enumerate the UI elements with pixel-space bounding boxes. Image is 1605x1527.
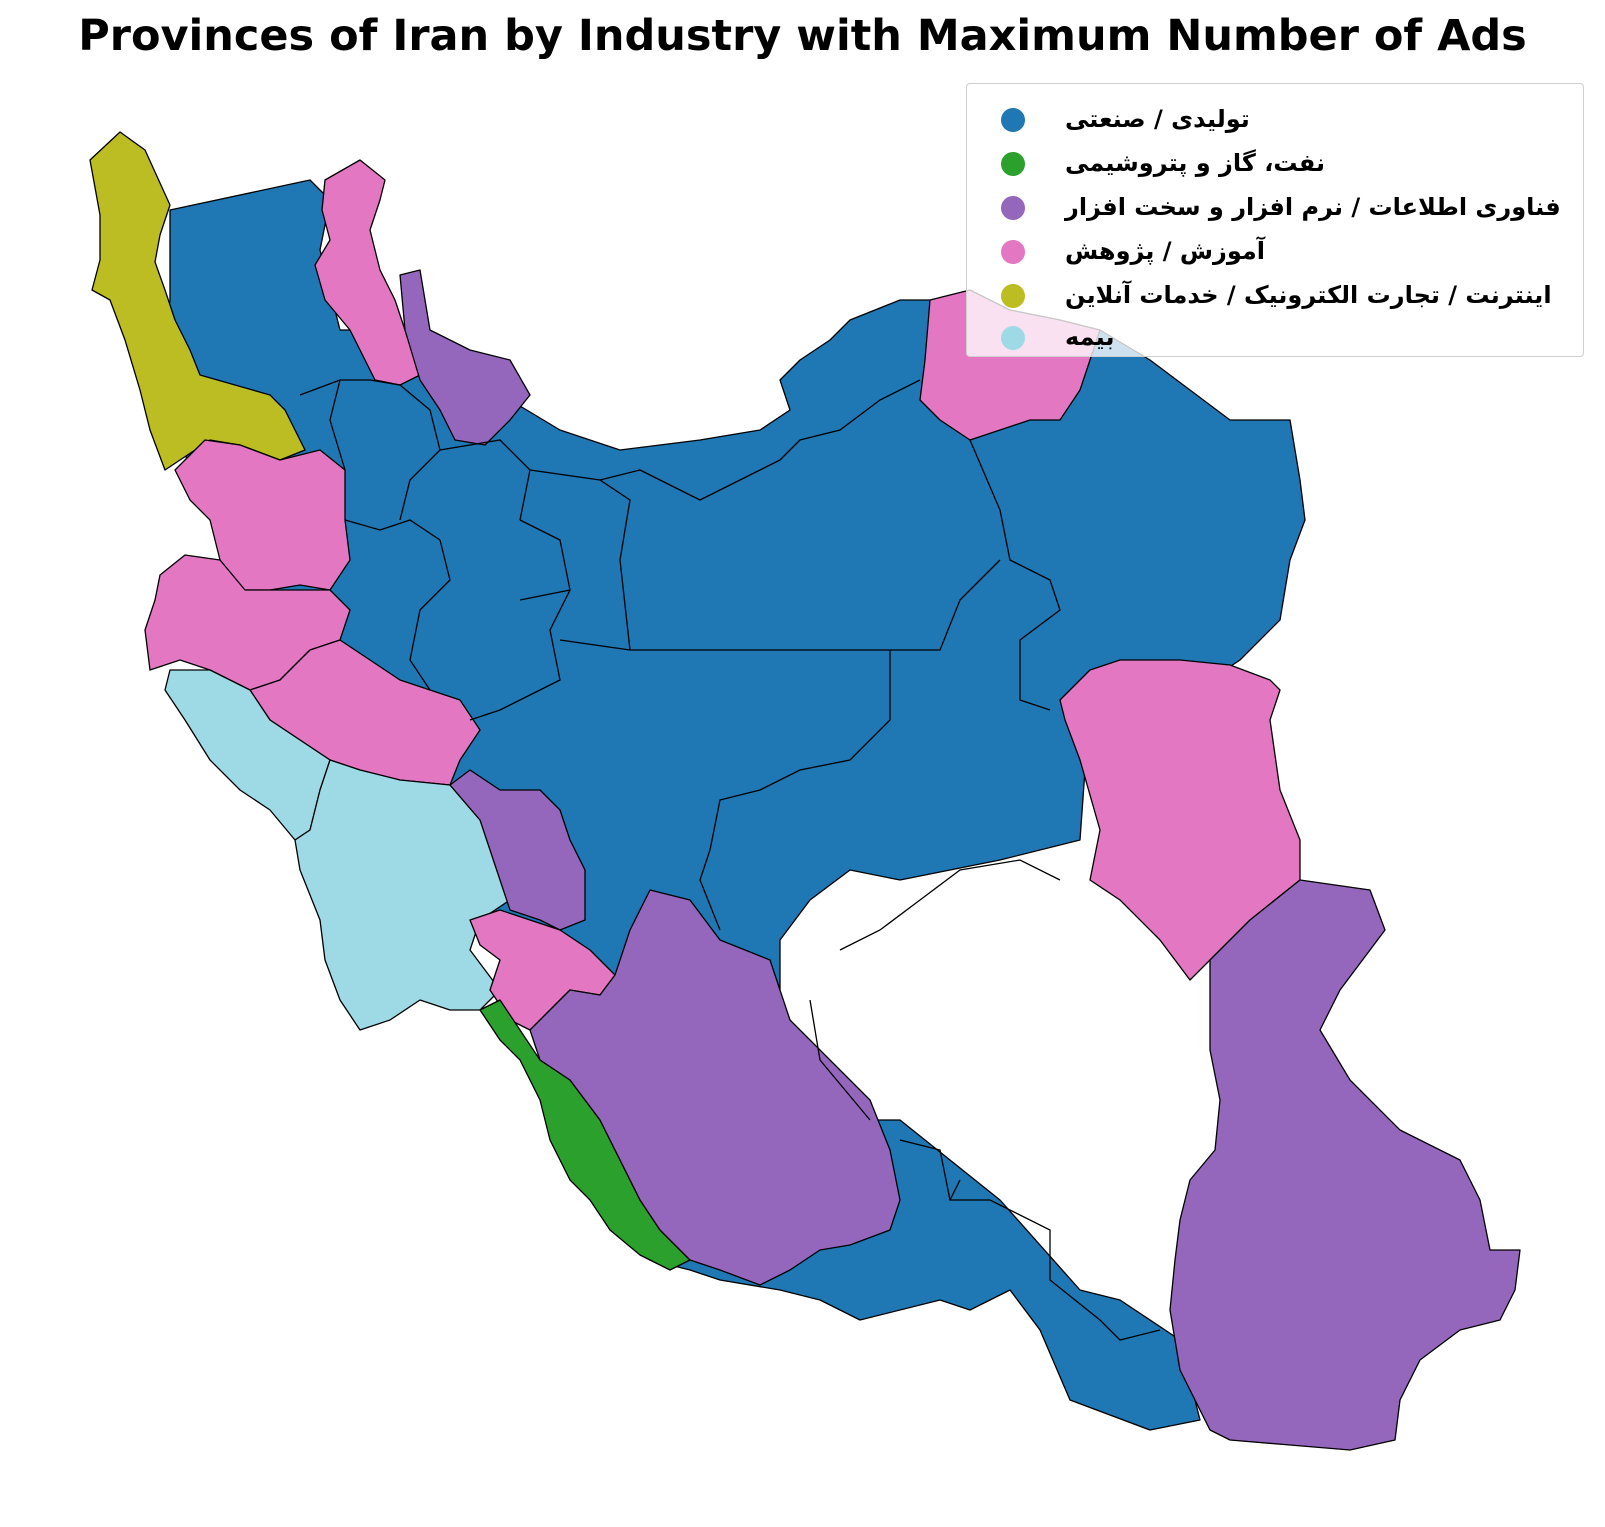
province-region-chaharmahal — [449, 769, 586, 931]
legend-item-education: آموزش / پژوهش — [985, 230, 1575, 274]
map-title: Provinces of Iran by Industry with Maxim… — [78, 11, 1527, 61]
legend-label-internet: اینترنت / تجارت الکترونیک / خدمات آنلاین — [1065, 281, 1552, 309]
legend-label-industrial: تولیدی / صنعتی — [1065, 105, 1250, 133]
legend-item-industrial: تولیدی / صنعتی — [985, 98, 1575, 142]
legend: تولیدی / صنعتی نفت، گاز و پتروشیمی فناور… — [966, 83, 1584, 357]
legend-swatch-it — [1001, 196, 1025, 220]
legend-label-it: فناوری اطلاعات / نرم افزار و سخت افزار — [1065, 193, 1561, 221]
legend-label-education: آموزش / پژوهش — [1065, 237, 1265, 265]
legend-swatch-education — [1001, 240, 1025, 264]
legend-swatch-internet — [1001, 284, 1025, 308]
legend-swatch-insurance — [1001, 326, 1025, 350]
province-region-fars — [529, 889, 901, 1286]
internal-borders — [299, 379, 1161, 1341]
legend-label-insurance: بیمه — [1065, 323, 1115, 351]
legend-label-oil: نفت، گاز و پتروشیمی — [1065, 149, 1326, 177]
legend-item-internet: اینترنت / تجارت الکترونیک / خدمات آنلاین — [985, 274, 1575, 318]
province-region-kurdistan — [174, 439, 351, 591]
legend-swatch-industrial — [1001, 108, 1025, 132]
legend-item-oil: نفت، گاز و پتروشیمی — [985, 142, 1575, 186]
legend-swatch-oil — [1001, 152, 1025, 176]
legend-item-insurance: بیمه — [985, 316, 1575, 360]
legend-item-it: فناوری اطلاعات / نرم افزار و سخت افزار — [985, 186, 1575, 230]
province-region-gilan — [399, 269, 531, 446]
province-region-west-azerbaijan — [89, 131, 306, 471]
province-region-sistan-baluchestan — [1169, 879, 1521, 1451]
